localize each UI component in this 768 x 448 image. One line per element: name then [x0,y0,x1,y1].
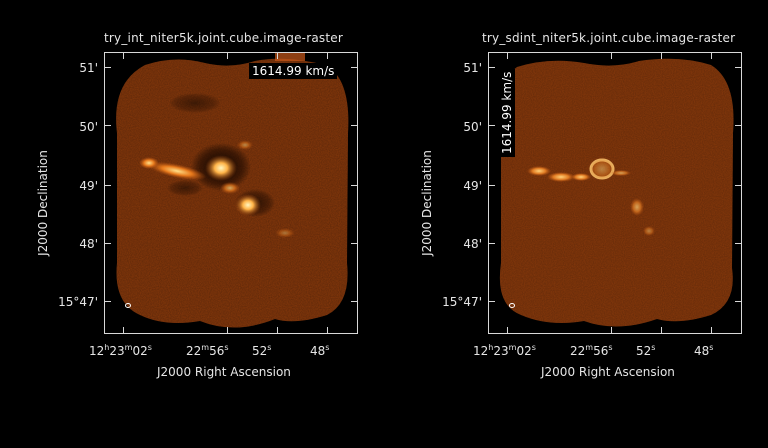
raster-panel-sdint: try_sdint_niter5k.joint.cube.image-raste… [384,0,768,448]
x-axis-title: J2000 Right Ascension [157,365,291,379]
raster-image[interactable] [489,53,741,333]
panel-title: try_int_niter5k.joint.cube.image-raster [104,31,343,45]
ra-tick-label: 22m56s [186,343,229,358]
image-frame[interactable]: 1614.99 km/s [104,52,358,334]
ra-tick-label: 22m56s [570,343,613,358]
dec-tick-label: 50' [79,120,98,134]
ra-tick-label: 52s [636,343,656,358]
dec-tick-label: 51' [79,61,98,75]
ra-tick-label: 12h23m02s [89,343,152,358]
dec-tick-label: 51' [463,61,482,75]
beam-ellipse [509,303,515,308]
ra-tick-label: 12h23m02s [473,343,536,358]
ra-tick-label: 48s [310,343,330,358]
velocity-label: 1614.99 km/s [249,63,338,79]
dec-tick-label: 49' [79,179,98,193]
panel-title: try_sdint_niter5k.joint.cube.image-raste… [482,31,736,45]
dec-tick-label: 50' [463,120,482,134]
y-axis-title: J2000 Declination [36,150,50,256]
x-axis-title: J2000 Right Ascension [541,365,675,379]
raster-image[interactable] [105,53,357,333]
dec-tick-label: 49' [463,179,482,193]
dec-tick-label: 48' [79,237,98,251]
ra-tick-label: 52s [252,343,272,358]
image-frame[interactable]: 1614.99 km/s [488,52,742,334]
raster-panel-int: try_int_niter5k.joint.cube.image-raster [36,31,358,379]
ra-tick-label: 48s [694,343,714,358]
beam-ellipse [125,303,131,308]
y-axis-title: J2000 Declination [420,150,434,256]
velocity-label: 1614.99 km/s [499,68,515,157]
dec-tick-label: 15°47' [58,295,98,309]
dec-tick-label: 15°47' [442,295,482,309]
dec-tick-label: 48' [463,237,482,251]
